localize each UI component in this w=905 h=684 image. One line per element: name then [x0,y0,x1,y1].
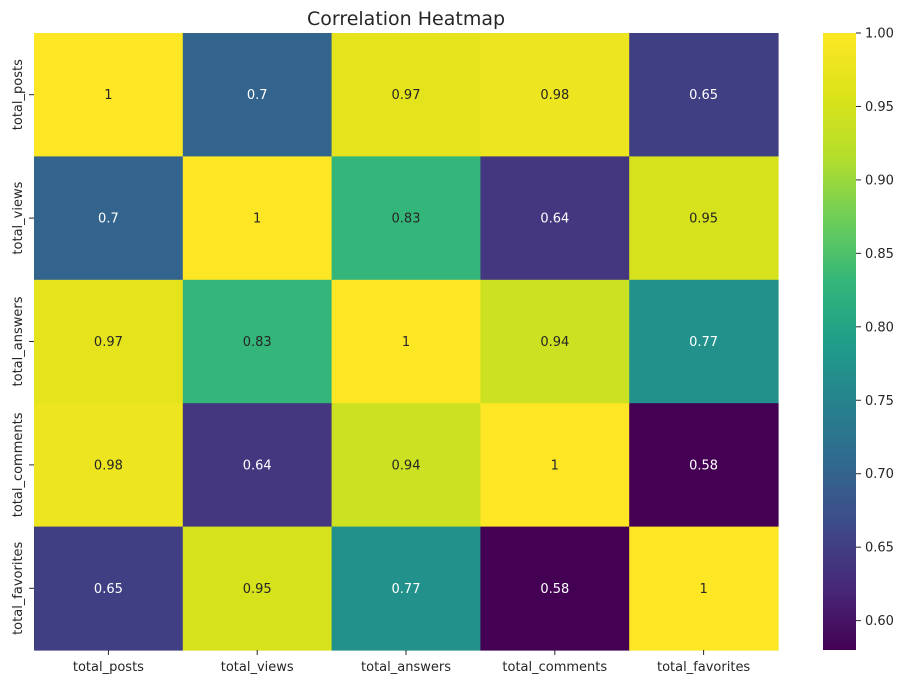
heatmap-cells [34,33,779,651]
y-axis: total_posts total_views total_answerstotal… [11,59,34,635]
cell-annotation: 0.77 [392,582,421,597]
heatmap-cell [182,403,333,528]
cell-annotation: 1 [551,458,559,473]
heatmap-cell [182,156,333,281]
heatmap-cell [34,33,184,157]
cell-annotation: 0.97 [94,335,123,350]
y-tick-label: total_posts [11,59,26,130]
y-tick-label: total_views [11,181,26,254]
cell-annotation: 0.98 [94,458,123,473]
cell-annotation: 0.97 [392,88,421,103]
colorbar-tick-label: 0.90 [865,173,894,188]
x-tick-label: total_favorites [657,660,750,675]
x-axis: total_posts total_views total_answers total… [73,650,750,675]
cell-annotation: 0.65 [689,88,718,103]
colorbar: 0.60 0.65 0.70 0.75 0.80 0.85 0.90 0.95 1.00 [823,27,894,650]
cell-annotation: 0.58 [540,582,569,597]
colorbar-tick-label: 0.70 [865,467,894,482]
heatmap-cell [629,403,779,528]
cell-annotation: 0.98 [540,88,569,103]
x-tick-label: total_comments [502,660,607,675]
heatmap-cell [480,33,630,157]
heatmap-cell [629,156,779,281]
cell-annotation: 0.64 [243,458,272,473]
cell-annotation: 0.7 [98,212,119,227]
heatmap-cell [182,33,333,157]
heatmap-cell [331,526,481,651]
heatmap-cell [182,526,333,651]
cell-annotation: 1 [104,88,112,103]
heatmap-cell [331,33,481,157]
heatmap-cell [331,403,481,528]
colorbar-tick-label: 0.85 [865,247,894,262]
cell-annotation: 0.77 [689,335,718,350]
heatmap-cell [480,279,630,404]
cell-annotation: 0.95 [243,582,272,597]
cell-annotation: 0.95 [689,212,718,227]
x-tick-label: total_answers [361,660,451,675]
heatmap-cell [629,279,779,404]
y-tick-label: total_comments [11,412,26,517]
cell-annotation: 0.65 [94,582,123,597]
heatmap-cell [480,526,630,651]
cell-annotation: 0.58 [689,458,718,473]
heatmap-cell [629,33,779,157]
colorbar-gradient [823,33,856,650]
cell-annotation: 1 [699,582,707,597]
colorbar-tick-label: 0.65 [865,541,894,556]
colorbar-tick-label: 0.95 [865,100,894,115]
colorbar-tick-label: 0.60 [865,614,894,629]
heatmap-cell [34,526,184,651]
colorbar-tick-label: 0.75 [865,394,894,409]
cell-annotation: 1 [402,335,410,350]
cell-annotation: 0.83 [392,212,421,227]
cell-annotation: 0.83 [243,335,272,350]
cell-annotation: 0.94 [392,458,421,473]
cell-annotation: 1 [253,212,261,227]
heatmap-cell [480,156,630,281]
heatmap-cell [331,279,481,404]
x-tick-label: total_posts [73,660,144,675]
x-tick-label: total_views [221,660,294,675]
colorbar-tick-label: 1.00 [865,27,894,42]
y-tick-label: total_favorites [11,541,26,634]
cell-annotation: 0.64 [540,212,569,227]
heatmap-cell [629,526,779,651]
heatmap-cell [34,156,184,281]
colorbar-tick-label: 0.80 [865,320,894,335]
heatmap-annotations: 1 0.7 0.97 0.98 0.65 0.7 1 0.83 0.64 0.95 0.97 0.83… [94,88,718,597]
heatmap-cell [182,279,333,404]
cell-annotation: 0.94 [540,335,569,350]
y-tick-label: total_answers [11,296,26,386]
heatmap-cell [480,403,630,528]
heatmap-cell [331,156,481,281]
heatmap-cell [34,403,184,528]
cell-annotation: 0.7 [247,88,268,103]
heatmap-cell [34,279,184,404]
chart-title: Correlation Heatmap [307,8,505,30]
